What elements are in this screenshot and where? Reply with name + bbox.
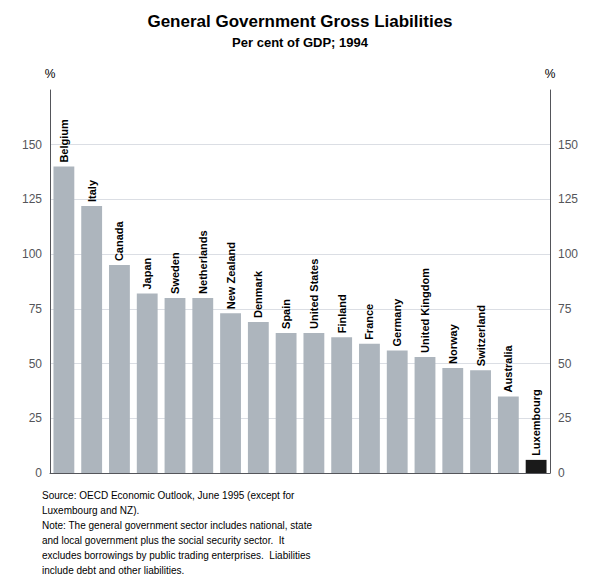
svg-text:Italy: Italy — [86, 179, 98, 202]
svg-text:50: 50 — [558, 357, 572, 371]
svg-text:Switzerland: Switzerland — [475, 305, 487, 366]
svg-text:Sweden: Sweden — [169, 252, 181, 294]
svg-text:50: 50 — [29, 357, 43, 371]
svg-text:Denmark: Denmark — [252, 270, 264, 318]
svg-text:United States: United States — [308, 259, 320, 329]
svg-text:25: 25 — [558, 411, 572, 425]
svg-text:100: 100 — [558, 247, 578, 261]
svg-text:Finland: Finland — [336, 294, 348, 333]
svg-text:Japan: Japan — [141, 257, 153, 289]
svg-text:and local government plus the: and local government plus the social sec… — [42, 535, 285, 546]
svg-text:Spain: Spain — [280, 299, 292, 329]
svg-text:75: 75 — [29, 302, 43, 316]
svg-text:0: 0 — [558, 466, 565, 480]
svg-text:Note: The general government s: Note: The general government sector incl… — [42, 520, 312, 531]
svg-text:25: 25 — [29, 411, 43, 425]
svg-text:excludes borrowings by public: excludes borrowings by public trading en… — [42, 550, 310, 561]
svg-text:75: 75 — [558, 302, 572, 316]
svg-text:Canada: Canada — [113, 220, 125, 261]
svg-text:150: 150 — [22, 138, 42, 152]
svg-text:Luxembourg: Luxembourg — [530, 389, 542, 456]
svg-text:France: France — [363, 304, 375, 340]
svg-text:Per cent of GDP; 1994: Per cent of GDP; 1994 — [232, 35, 369, 50]
svg-text:Australia: Australia — [502, 344, 514, 392]
svg-text:Luxembourg and NZ).: Luxembourg and NZ). — [42, 505, 139, 516]
svg-text:150: 150 — [558, 138, 578, 152]
svg-text:New Zealand: New Zealand — [225, 242, 237, 309]
svg-text:General Government Gross Liabi: General Government Gross Liabilities — [147, 12, 452, 31]
svg-text:125: 125 — [22, 192, 42, 206]
svg-text:Netherlands: Netherlands — [197, 230, 209, 294]
svg-text:%: % — [45, 67, 56, 81]
svg-text:0: 0 — [35, 466, 42, 480]
svg-text:Source: OECD Economic Outlook,: Source: OECD Economic Outlook, June 1995… — [42, 490, 295, 501]
svg-text:Germany: Germany — [391, 298, 403, 347]
svg-text:Belgium: Belgium — [58, 119, 70, 163]
svg-text:United Kingdom: United Kingdom — [419, 268, 431, 353]
svg-text:125: 125 — [558, 192, 578, 206]
svg-text:Norway: Norway — [447, 323, 459, 364]
svg-text:100: 100 — [22, 247, 42, 261]
svg-text:%: % — [545, 67, 556, 81]
svg-text:include debt and other liabili: include debt and other liabilities. — [42, 565, 184, 576]
